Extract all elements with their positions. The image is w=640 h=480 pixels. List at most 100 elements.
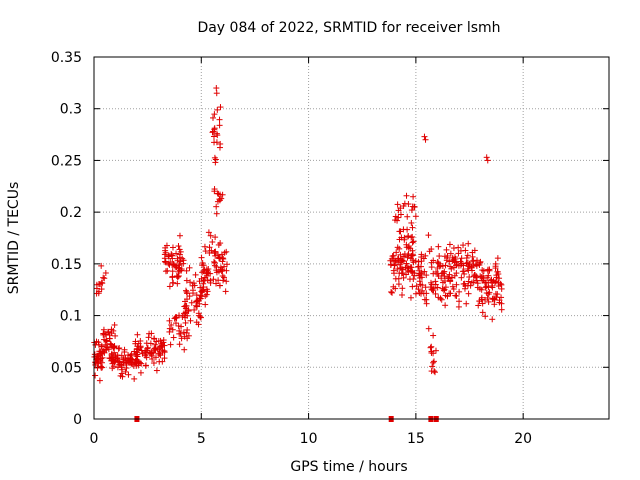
data-point — [208, 247, 215, 254]
data-point — [210, 276, 217, 283]
data-point — [161, 258, 168, 265]
data-point — [412, 213, 419, 220]
y-tick-label: 0.3 — [60, 102, 82, 118]
data-point — [397, 264, 404, 271]
data-point — [202, 248, 209, 255]
data-point — [408, 207, 415, 214]
data-point — [162, 249, 169, 256]
data-point — [215, 277, 222, 284]
data-point — [399, 285, 406, 292]
data-point — [430, 332, 437, 339]
y-tick-label: 0 — [73, 412, 82, 428]
data-point — [415, 263, 422, 270]
data-point — [217, 140, 224, 147]
data-point — [480, 267, 487, 274]
data-point — [176, 267, 183, 274]
data-point — [200, 277, 207, 284]
data-point — [137, 369, 144, 376]
y-axis-title: SRMTID / TECUs — [6, 182, 22, 295]
data-point — [479, 309, 486, 316]
data-point — [169, 244, 176, 251]
data-point — [453, 270, 460, 277]
data-point — [211, 139, 218, 146]
data-point — [98, 279, 105, 286]
data-point — [180, 260, 187, 267]
data-point — [137, 337, 144, 344]
data-point — [416, 270, 423, 277]
data-point — [394, 266, 401, 273]
data-point — [396, 245, 403, 252]
data-point — [99, 280, 106, 287]
data-point — [98, 262, 105, 269]
data-point — [465, 290, 472, 297]
data-point — [174, 273, 181, 280]
data-point — [408, 234, 415, 241]
data-point — [156, 350, 163, 357]
data-point — [181, 303, 188, 310]
data-point — [158, 340, 165, 347]
data-point — [491, 279, 498, 286]
data-point — [121, 349, 128, 356]
data-point — [415, 286, 422, 293]
data-point — [462, 247, 469, 254]
data-point — [105, 329, 112, 336]
data-point — [187, 317, 194, 324]
data-point — [111, 359, 118, 366]
data-point — [221, 274, 228, 281]
data-point — [217, 264, 224, 271]
data-point — [96, 377, 103, 384]
data-point — [489, 284, 496, 291]
data-point — [431, 368, 438, 375]
plot-frame — [93, 56, 610, 420]
data-point — [148, 330, 155, 337]
data-point — [403, 271, 410, 278]
data-point — [137, 343, 144, 350]
data-point — [406, 276, 413, 283]
data-point — [422, 252, 429, 259]
data-point — [216, 196, 223, 203]
data-point — [143, 354, 150, 361]
y-tick-label: 0.15 — [51, 257, 82, 273]
data-point — [176, 312, 183, 319]
x-tick-label: 20 — [514, 431, 532, 447]
data-point — [409, 283, 416, 290]
y-tick-labels: 0 0.05 0.1 0.15 0.2 0.25 0.3 0.35 — [51, 50, 82, 428]
data-point — [221, 249, 228, 256]
data-point — [215, 251, 222, 258]
data-point — [160, 337, 167, 344]
data-point — [213, 263, 220, 270]
data-point — [195, 310, 202, 317]
data-point — [410, 193, 417, 200]
data-point — [404, 267, 411, 274]
data-point — [123, 360, 130, 367]
data-point — [169, 279, 176, 286]
data-point — [478, 294, 485, 301]
data-point — [442, 292, 449, 299]
data-point — [494, 255, 501, 262]
data-point — [403, 192, 410, 199]
data-point — [151, 345, 158, 352]
data-point — [485, 272, 492, 279]
data-point — [180, 329, 187, 336]
data-point — [423, 300, 430, 307]
data-point — [215, 190, 222, 197]
data-point — [466, 274, 473, 281]
data-point — [169, 268, 176, 275]
data-point — [118, 361, 125, 368]
data-point — [399, 291, 406, 298]
data-point — [407, 245, 414, 252]
data-point — [213, 269, 220, 276]
data-point — [213, 90, 220, 97]
data-point — [152, 354, 159, 361]
data-point — [432, 369, 439, 376]
data-point — [110, 363, 117, 370]
data-point — [157, 343, 164, 350]
data-point — [480, 277, 487, 284]
data-point — [98, 343, 105, 350]
grid-lines — [94, 57, 609, 419]
data-point — [213, 85, 220, 92]
data-point — [458, 255, 465, 262]
data-point — [176, 330, 183, 337]
data-point — [389, 289, 396, 296]
